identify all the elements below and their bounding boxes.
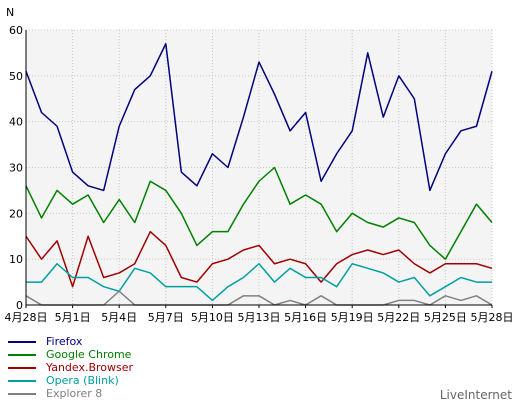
legend-label: Yandex.Browser — [46, 361, 134, 374]
y-axis-ticks: 0 10 20 30 40 50 60 — [9, 24, 23, 312]
x-tick-label: 5月28日 — [471, 311, 514, 324]
legend-label: Opera (Blink) — [46, 374, 119, 387]
y-tick-label: 50 — [9, 70, 23, 83]
legend-swatch — [8, 366, 36, 369]
x-tick-label: 5月25日 — [424, 311, 467, 324]
y-tick-label: 40 — [9, 116, 23, 129]
y-tick-label: 0 — [16, 299, 23, 312]
series-line-google-chrome — [25, 166, 493, 260]
x-tick-label: 5月7日 — [148, 311, 184, 324]
legend-label: Explorer 8 — [46, 387, 103, 400]
series-line-firefox — [25, 43, 493, 192]
legend-swatch — [8, 379, 36, 382]
line-chart: 0 10 20 30 40 50 60 4月28日 5月1日 5月4日 5月7日 5月10日 5月13… — [5, 6, 514, 324]
y-tick-label: 20 — [9, 207, 23, 220]
x-tick-label: 5月4日 — [101, 311, 137, 324]
x-tick-label: 5月13日 — [238, 311, 281, 324]
y-tick-label: 10 — [9, 253, 23, 266]
series-line-yandex-browser — [25, 230, 493, 288]
y-tick-label: 30 — [9, 162, 23, 175]
y-axis-label: N — [6, 6, 14, 19]
legend-item-yandex-browser: Yandex.Browser — [8, 361, 133, 374]
legend-label: Google Chrome — [46, 348, 132, 361]
x-axis-ticks: 4月28日 5月1日 5月4日 5月7日 5月10日 5月13日 5月16日 5月19日 5月2… — [5, 305, 514, 324]
x-tick-label: 4月28日 — [5, 311, 48, 324]
x-tick-label: 5月10日 — [191, 311, 234, 324]
legend-item-google-chrome: Google Chrome — [8, 348, 133, 361]
legend-swatch — [8, 340, 36, 343]
legend-item-explorer-8: Explorer 8 — [8, 387, 133, 400]
legend-item-opera-blink: Opera (Blink) — [8, 374, 133, 387]
legend: Firefox Google Chrome Yandex.Browser Ope… — [8, 335, 133, 400]
series-line-opera-blink- — [26, 263, 492, 302]
liveinternet-brand[interactable]: LiveInternet — [439, 388, 512, 402]
x-tick-label: 5月22日 — [377, 311, 420, 324]
legend-swatch — [8, 392, 36, 395]
x-tick-label: 5月16日 — [284, 311, 327, 324]
x-tick-label: 5月19日 — [331, 311, 374, 324]
legend-item-firefox: Firefox — [8, 335, 133, 348]
legend-swatch — [8, 353, 36, 356]
legend-label: Firefox — [46, 335, 83, 348]
x-tick-label: 5月1日 — [55, 311, 91, 324]
y-tick-label: 60 — [9, 24, 23, 37]
